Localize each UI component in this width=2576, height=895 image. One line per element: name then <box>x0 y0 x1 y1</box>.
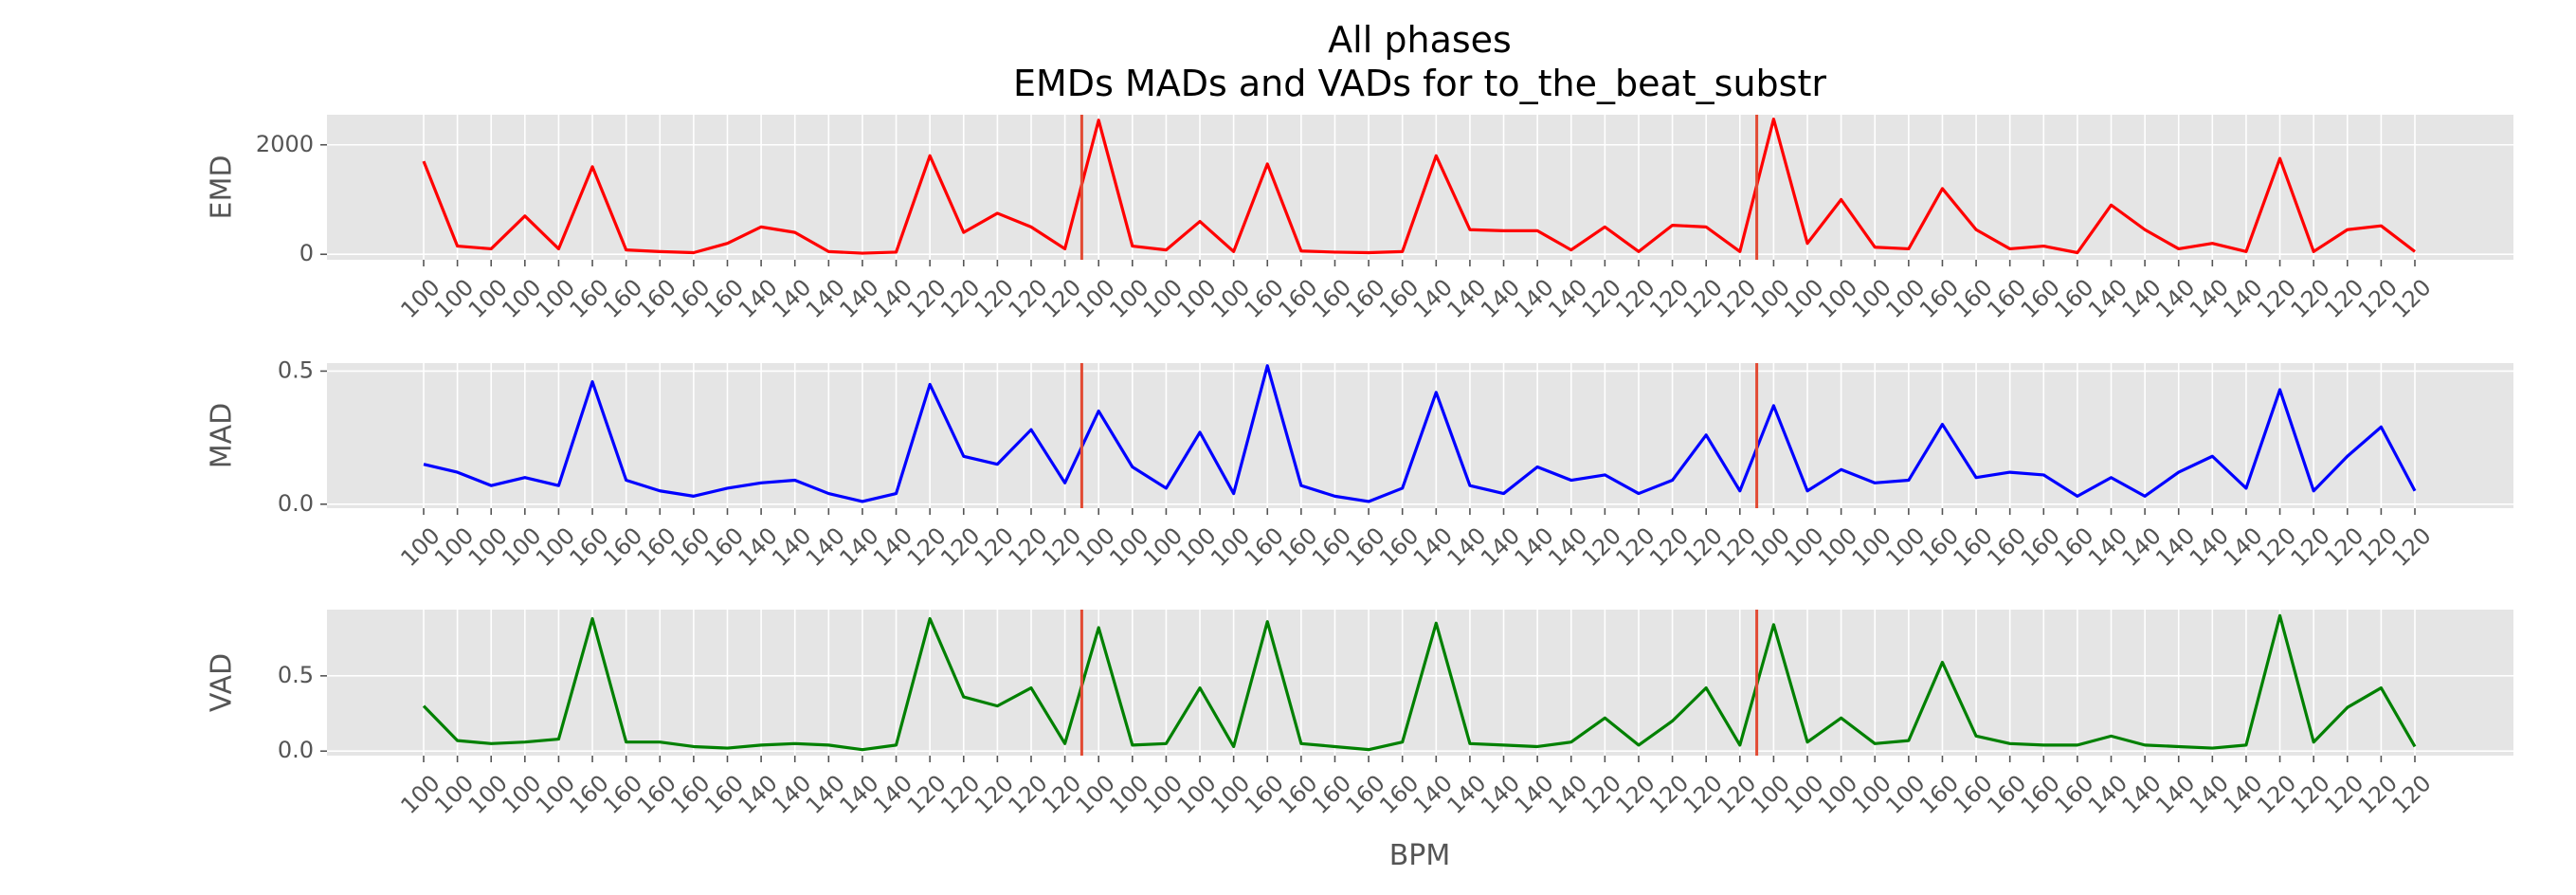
y-tick-label: 2000 <box>256 131 314 157</box>
y-tick-label: 0.5 <box>278 356 314 383</box>
y-tick-label: 0.0 <box>278 490 314 517</box>
data-line <box>422 118 2416 255</box>
x-tick-label: 120 <box>2386 522 2436 572</box>
y-axis-label: MAD <box>206 403 239 469</box>
y-tick-label: 0 <box>299 240 314 266</box>
y-tick-label: 0.0 <box>278 737 314 763</box>
y-axis-label: EMD <box>206 155 239 220</box>
x-tick-label: 120 <box>2386 274 2436 323</box>
data-line <box>422 613 2417 752</box>
y-tick-label: 0.5 <box>278 662 314 688</box>
x-tick-label: 120 <box>2386 770 2436 819</box>
subtitle: EMDs MADs and VADs for to_the_beat_subst… <box>1013 63 1826 104</box>
plot-background <box>327 115 2513 260</box>
x-axis-label: BPM <box>1389 839 1451 872</box>
data-line <box>423 364 2417 503</box>
y-axis-label: VAD <box>206 653 239 712</box>
title: All phases <box>1328 19 1512 61</box>
